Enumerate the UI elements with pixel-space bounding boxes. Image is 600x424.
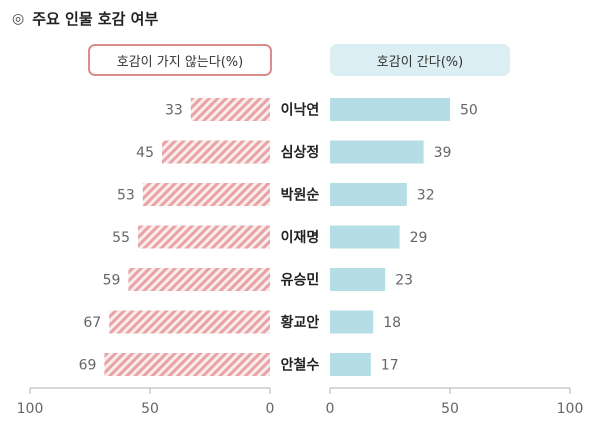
positive-value-label: 23 — [395, 273, 413, 289]
category-label: 황교안 — [281, 314, 320, 331]
category-label: 박원순 — [281, 187, 320, 204]
positive-bar — [330, 225, 400, 249]
category-label: 이재명 — [281, 229, 320, 246]
negative-bar — [142, 183, 270, 206]
left-axis-tick-label: 50 — [141, 401, 159, 417]
category-label: 안철수 — [281, 357, 320, 374]
positive-value-label: 39 — [434, 145, 452, 161]
negative-value-label: 67 — [83, 315, 101, 331]
negative-value-label: 59 — [103, 273, 121, 289]
chart-title-row: ◎ 주요 인물 호감 여부 — [12, 8, 158, 29]
negative-bar — [109, 310, 270, 334]
negative-value-label: 45 — [136, 145, 154, 161]
right-axis-tick-label: 0 — [326, 401, 335, 417]
positive-bar — [330, 183, 407, 206]
negative-bar — [104, 353, 271, 376]
category-label: 유승민 — [281, 272, 320, 289]
chart-title: 주요 인물 호감 여부 — [32, 10, 159, 28]
positive-bar — [330, 353, 371, 376]
category-label: 심상정 — [281, 144, 320, 161]
positive-value-label: 17 — [381, 358, 399, 374]
title-mark: ◎ — [12, 10, 25, 27]
negative-value-label: 53 — [117, 188, 135, 204]
negative-value-label: 55 — [112, 230, 130, 246]
positive-bar — [330, 140, 424, 164]
category-label: 이낙연 — [281, 102, 320, 119]
right-axis-tick-label: 100 — [557, 401, 584, 417]
negative-series-header: 호감이 가지 않는다(%) — [88, 44, 272, 76]
negative-bar — [128, 268, 270, 291]
left-axis-tick-label: 100 — [17, 401, 44, 417]
left-axis-tick-label: 0 — [266, 401, 275, 417]
positive-bar — [330, 310, 374, 334]
positive-value-label: 18 — [383, 315, 401, 331]
negative-value-label: 33 — [165, 103, 183, 119]
positive-value-label: 50 — [460, 103, 478, 119]
positive-series-header: 호감이 간다(%) — [330, 44, 510, 76]
positive-value-label: 32 — [417, 188, 435, 204]
positive-bar — [330, 268, 386, 291]
right-axis-tick-label: 50 — [441, 401, 459, 417]
positive-value-label: 29 — [410, 230, 428, 246]
positive-bar — [330, 98, 450, 121]
negative-bar — [138, 225, 270, 249]
negative-bar — [162, 140, 270, 164]
negative-bar — [190, 98, 270, 121]
negative-value-label: 69 — [79, 358, 97, 374]
